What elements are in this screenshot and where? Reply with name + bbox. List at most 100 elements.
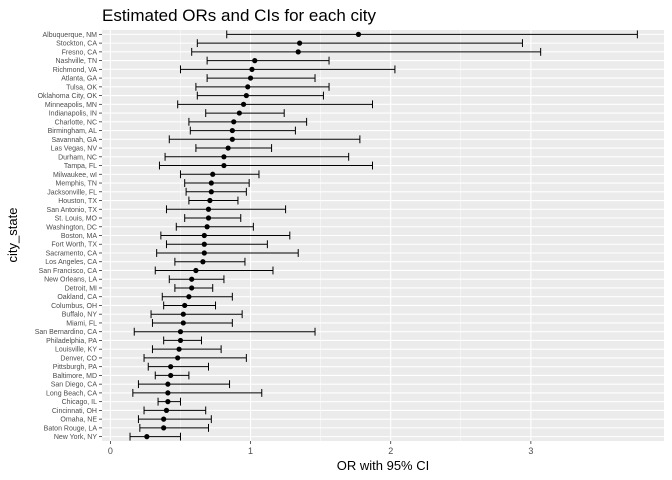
y-tick-label: Memphis, TN bbox=[56, 181, 98, 188]
y-axis-title: city_state bbox=[5, 208, 20, 263]
or-point bbox=[177, 329, 184, 335]
errorbar-16 bbox=[179, 170, 260, 179]
errorbar-18 bbox=[185, 187, 247, 196]
or-point bbox=[249, 66, 255, 72]
or-point bbox=[186, 294, 192, 300]
y-tick-label: Chicago, IL bbox=[62, 399, 98, 406]
or-point bbox=[168, 364, 174, 370]
y-tick-label: Los Angeles, CA bbox=[45, 259, 97, 266]
errorbar-27 bbox=[154, 266, 274, 275]
errorbar-17 bbox=[184, 179, 250, 187]
errorbar-22 bbox=[175, 222, 254, 231]
errorbar-28 bbox=[168, 275, 225, 284]
or-point bbox=[182, 302, 188, 309]
errorbar-33 bbox=[151, 319, 233, 327]
errorbar-13 bbox=[195, 144, 273, 152]
or-point bbox=[189, 276, 195, 282]
y-tick-label: Savannah, GA bbox=[51, 137, 97, 144]
or-point bbox=[252, 58, 258, 64]
y-tick-label: Boston, MA bbox=[61, 233, 98, 240]
y-tick-label: Atlanta, GA bbox=[61, 76, 97, 83]
or-point bbox=[201, 232, 207, 239]
errorbar-19 bbox=[188, 196, 239, 205]
errorbar-15 bbox=[158, 161, 373, 170]
y-tick-label: Albuquerque, NM bbox=[43, 32, 98, 39]
or-point bbox=[165, 381, 171, 387]
or-point bbox=[163, 407, 170, 413]
or-point bbox=[229, 127, 235, 134]
or-point bbox=[177, 337, 184, 344]
y-tick-label: Washington, DC bbox=[46, 224, 97, 231]
y-tick-label: San Francisco, CA bbox=[39, 268, 98, 275]
or-point bbox=[204, 224, 210, 230]
errorbar-35 bbox=[163, 336, 203, 345]
errorbar-42 bbox=[157, 397, 181, 406]
errorbar-46 bbox=[129, 432, 181, 441]
errorbar-36 bbox=[151, 345, 222, 354]
y-tick-label: Columbus, OH bbox=[51, 303, 97, 310]
y-tick-label: Miami, FL bbox=[66, 320, 97, 327]
y-tick-label: San Bernardino, CA bbox=[35, 329, 98, 336]
or-point bbox=[208, 180, 214, 186]
or-point bbox=[207, 197, 213, 204]
y-tick-label: Las Vegas, NV bbox=[51, 146, 98, 153]
y-tick-label: Pittsburgh, PA bbox=[53, 364, 98, 371]
errorbar-9 bbox=[205, 109, 285, 118]
or-point bbox=[180, 320, 186, 326]
or-point bbox=[229, 136, 235, 142]
x-tick-label: 3 bbox=[528, 446, 533, 456]
y-tick-label: Oakland, CA bbox=[57, 294, 97, 301]
x-tick-label: 1 bbox=[248, 446, 253, 456]
or-point bbox=[221, 162, 227, 169]
or-point bbox=[176, 346, 182, 352]
or-point bbox=[225, 145, 231, 151]
y-tick-label: Richmond, VA bbox=[53, 67, 98, 74]
errorbar-40 bbox=[137, 380, 231, 389]
or-point bbox=[161, 416, 167, 422]
x-axis-title: OR with 95% CI bbox=[337, 458, 429, 473]
y-tick-label: Tampa, FL bbox=[64, 163, 97, 170]
y-tick-label: Birmingham, AL bbox=[48, 128, 98, 135]
or-point bbox=[201, 250, 207, 256]
errorbar-12 bbox=[168, 135, 361, 144]
or-point bbox=[168, 372, 174, 379]
errorbar-26 bbox=[174, 257, 246, 266]
errorbar-44 bbox=[137, 415, 212, 424]
y-tick-label: Buffalo, NY bbox=[62, 312, 98, 319]
errorbar-0 bbox=[226, 30, 638, 39]
errorbar-1 bbox=[196, 39, 523, 48]
y-tick-label: Louisville, KY bbox=[55, 347, 97, 354]
errorbar-25 bbox=[156, 249, 299, 257]
y-tick-label: Detroit, MI bbox=[65, 285, 97, 292]
y-tick-label: Fresno, CA bbox=[62, 49, 98, 56]
errorbar-32 bbox=[150, 310, 243, 319]
y-tick-label: San Antonio, TX bbox=[47, 207, 98, 214]
y-tick-label: Indianapolis, IN bbox=[49, 111, 97, 118]
errorbar-10 bbox=[188, 117, 308, 126]
or-point bbox=[205, 215, 212, 221]
errorbar-4 bbox=[179, 65, 396, 74]
errorbar-29 bbox=[174, 284, 214, 292]
x-tick-label: 0 bbox=[108, 446, 113, 456]
errorbar-30 bbox=[161, 292, 233, 301]
y-tick-label: Minneapolis, MN bbox=[45, 102, 97, 109]
errorbar-6 bbox=[195, 82, 330, 91]
y-tick-label: Nashville, TN bbox=[56, 58, 98, 65]
or-point bbox=[165, 390, 171, 396]
errorbar-24 bbox=[165, 240, 268, 249]
y-tick-label: Tulsa, OK bbox=[66, 84, 97, 91]
or-point bbox=[144, 434, 150, 440]
y-tick-label: New York, NY bbox=[54, 434, 98, 441]
y-tick-label: Milwaukee, wI bbox=[53, 172, 97, 179]
errorbar-23 bbox=[160, 231, 291, 240]
y-tick-label: Omaha, NE bbox=[60, 417, 97, 424]
y-tick-label: Durham, NC bbox=[58, 154, 97, 161]
or-point bbox=[193, 267, 199, 274]
y-tick-label: Oklahoma City, OK bbox=[38, 93, 98, 100]
or-point bbox=[189, 285, 195, 291]
or-point bbox=[210, 171, 216, 177]
or-point bbox=[247, 75, 254, 81]
errorbar-20 bbox=[165, 205, 287, 214]
